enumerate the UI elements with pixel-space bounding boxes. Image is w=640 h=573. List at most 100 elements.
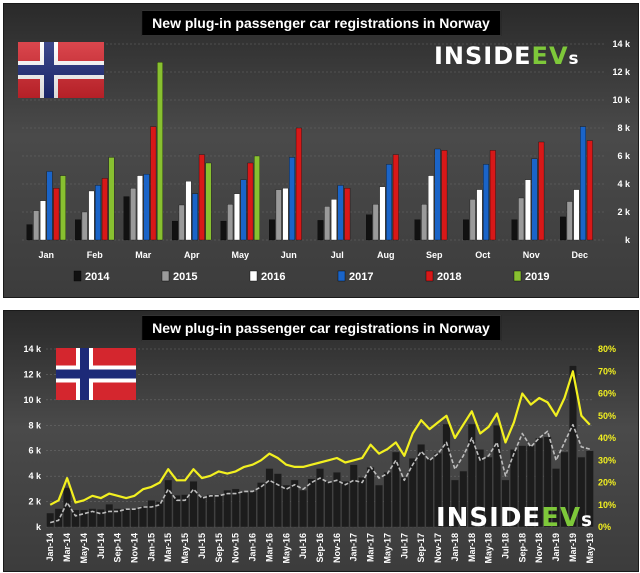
y-tick-label: k [36,522,42,532]
bar-2016-jun [282,188,289,241]
bar-2017-mar [143,174,150,241]
monthly-registrations-panel: k 2 k 4 k 6 k 8 k 10 k 12 k 14 k Jan Feb Mar Apr Ma… [3,3,639,298]
x-tick-label: Jul-18 [500,533,510,559]
x-tick-label: Jan-18 [450,533,460,562]
x-tick-label: Nov [523,250,540,260]
bar-2014-jan [26,224,33,241]
legend-swatch-2016 [249,270,258,282]
bar-oct-17 [425,458,434,528]
y2-tick-label: 70% [598,366,616,376]
x-tick-label: Mar-17 [366,533,376,562]
bar-apr-17 [375,484,383,528]
timeline-combo-chart: k 2 k 4 k 6 k 8 k 10 k 12 k 14 k 0% 10% 20% 30% 40%… [23,344,616,564]
y-tick-label: 4 k [617,179,631,189]
x-tick-label: Mar-18 [467,533,477,562]
bar-oct-15 [223,489,232,528]
bar-jul-18 [501,479,510,528]
bar-jun-15 [189,481,198,528]
legend-swatch-2018 [425,270,434,282]
bar-aug-14 [105,503,114,528]
bar-sep-18 [518,445,527,528]
legend-label-2016: 2016 [261,271,285,283]
bar-jun-18 [493,425,501,528]
bar-jul-17 [400,477,409,528]
bar-jan-17 [349,464,358,528]
bar-feb-17 [358,477,367,528]
bar-2016-sep [427,175,434,241]
bar-2019-jan [60,175,66,241]
y2-tick-label: 40% [598,433,616,443]
bar-may-16 [282,484,291,528]
bar-nov-14 [130,508,139,528]
bar-aug-15 [206,494,215,528]
x-tick-label: Mar-16 [264,533,274,562]
x-tick-label: Mar-15 [163,533,173,562]
bar-2015-jan [33,210,40,241]
x-tick-label: Jul [331,250,344,260]
bar-2016-nov [525,179,531,241]
y-tick-label: 10 k [23,395,42,405]
bar-2018-aug [392,154,399,241]
bar-2016-mar [136,175,143,241]
bar-2014-mar [123,196,130,241]
x-tick-label: Jun [281,250,297,260]
bar-2019-may [254,155,260,241]
y-tick-label: k [625,235,631,245]
share-line-dashed [49,423,591,524]
bar-2015-mar [130,188,137,241]
bar-2018-jan [53,188,60,241]
bar-nov-18 [535,437,544,528]
bar-nov-17 [434,453,442,528]
bar-2018-may [247,162,254,241]
legend-swatch-2017 [337,270,346,282]
bar-2017-jan [46,171,53,241]
bar-2015-apr [178,204,185,241]
y-tick-label: 12 k [23,369,42,379]
legend-label-2018: 2018 [437,271,461,283]
y-tick-label: 12 k [612,67,631,77]
bar-2016-apr [185,181,192,241]
bar-mar-17 [366,467,375,528]
bar-sep-14 [113,508,122,528]
x-tick-label: Jan-16 [248,533,258,562]
legend-swatch-2019 [513,270,522,282]
bar-dec-16 [341,481,350,528]
x-tick-label: Sep-14 [113,533,123,563]
bar-2017-may [240,179,247,241]
x-tick-label: Jan-14 [45,533,55,562]
bar-2015-oct [469,199,476,241]
bar-may-19 [585,450,594,528]
bar-mar-14 [63,487,71,528]
bar-2018-oct [489,150,496,241]
bar-feb-16 [257,482,265,528]
bar-jul-16 [299,489,308,528]
bar-2017-sep [434,148,441,241]
bar-2017-dec [580,126,586,241]
bar-2015-dec [566,201,573,241]
x-tick-label: Jul-16 [298,533,308,559]
bar-2015-nov [518,197,525,241]
bar-sep-16 [316,468,324,528]
bar-may-14 [80,509,88,528]
chart-title: New plug-in passenger car registrations … [141,315,501,341]
bar-2017-apr [192,193,199,241]
bar-jan-14 [46,512,55,528]
bar-mar-18 [467,423,476,528]
y-tick-label: 10 k [612,95,631,105]
bar-jan-18 [450,479,459,528]
bar-2015-may [227,204,234,241]
monthly-bar-chart: k 2 k 4 k 6 k 8 k 10 k 12 k 14 k Jan Feb Mar Apr Ma… [18,39,631,283]
y-tick-label: 4 k [28,471,42,481]
chart-title: New plug-in passenger car registrations … [141,10,501,36]
bar-2017-nov [531,158,538,241]
x-tick-label: Oct [475,250,490,260]
bar-mar-16 [265,468,274,528]
bar-2014-feb [75,219,81,241]
bar-aug-18 [509,449,518,528]
legend-label-2014: 2014 [85,271,110,283]
bar-feb-15 [155,501,164,528]
share-line-yellow [49,370,591,506]
bar-2014-nov [511,219,518,241]
cumulative-timeline-panel: k 2 k 4 k 6 k 8 k 10 k 12 k 14 k 0% 10% 20% 30% 40%… [3,310,639,572]
bar-2016-jan [40,200,46,241]
